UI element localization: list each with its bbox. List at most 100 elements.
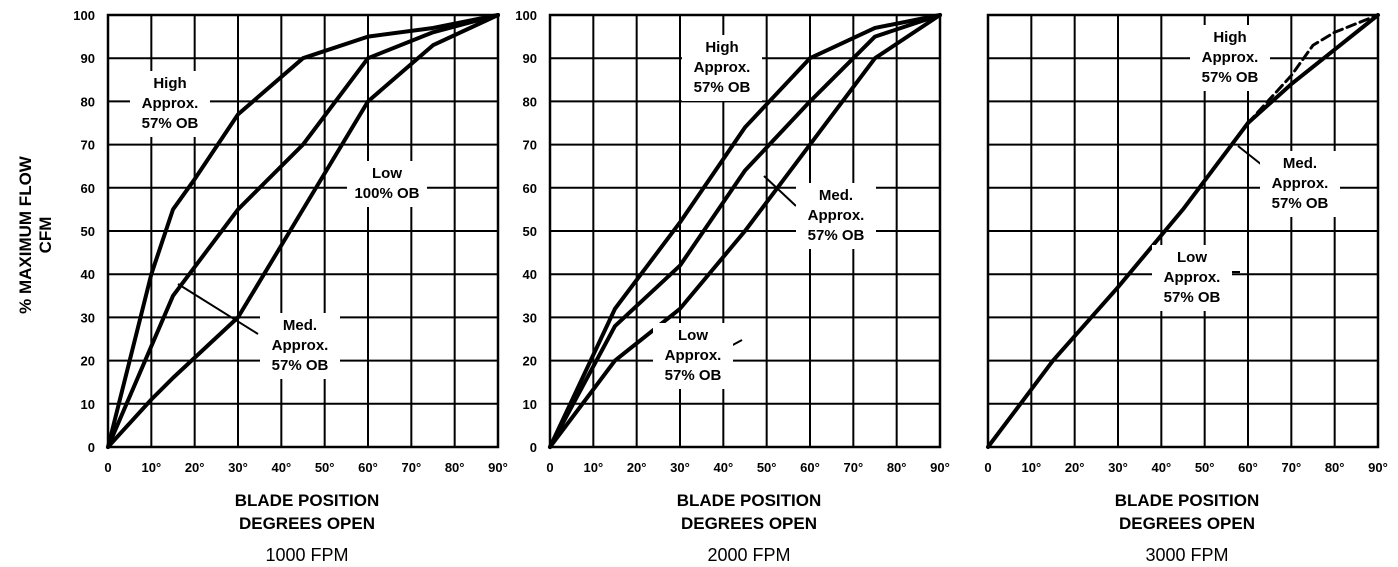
series-line [106,13,500,449]
x-tick-label: 70° [843,460,863,475]
annotation-leader [1237,145,1263,166]
x-tick-label: 10° [583,460,603,475]
plot-frame [548,13,942,449]
series-line [106,13,500,449]
chart-panel-1: 0 10 20 30 40 50 60 70 80 90 100 0 10° 20° 30° 40° 50° 60… [73,8,508,565]
annotation-background [1152,245,1232,311]
series-label: 57% OB [694,79,751,96]
y-tick-label: 50 [81,224,95,239]
series-line [548,13,942,449]
x-tick-label: 90° [1368,460,1388,475]
series-label: High [705,39,738,56]
y-tick-label: 40 [523,267,537,282]
series-label: High [1213,29,1246,46]
series-line [1246,13,1380,125]
x-tick-label: 40° [713,460,733,475]
series-label: 57% OB [665,367,722,384]
x-axis-title: BLADE POSITION [1115,491,1260,510]
series-label: Med. [819,187,853,204]
plot-frame [106,13,500,449]
y-tick-label: 60 [523,181,537,196]
y-tick-label: 80 [523,94,537,109]
annotation-background [347,161,427,207]
y-tick-label: 100 [515,8,537,23]
series-label: Low [678,327,708,344]
x-tick-label: 30° [670,460,690,475]
y-tick-label: 50 [523,224,537,239]
y-tick-label: 70 [81,138,95,153]
y-tick-label: 80 [81,94,95,109]
series-label: 57% OB [1202,69,1259,86]
y-tick-label: 0 [530,440,537,455]
chart-caption: 1000 FPM [265,545,348,565]
annotation-background [260,313,340,379]
x-tick-label: 80° [1325,460,1345,475]
y-tick-label: 90 [81,51,95,66]
x-tick-label: 90° [488,460,508,475]
y-tick-label: 0 [88,440,95,455]
annotation-background [682,35,762,101]
x-tick-label: 0 [104,460,111,475]
annotation-background [130,71,210,137]
chart-panel-3: 0 10° 20° 30° 40° 50° 60° 70° 80° 90° BLADE POSITI… [984,13,1388,565]
x-tick-label: 10° [141,460,161,475]
x-axis-title: DEGREES OPEN [239,514,375,533]
y-tick-label: 10 [81,397,95,412]
x-tick-label: 20° [627,460,647,475]
y-tick-label: 70 [523,138,537,153]
series-label: Med. [1283,155,1317,172]
y-tick-label: 20 [81,354,95,369]
series-label: Approx. [1202,49,1259,66]
series-label: 57% OB [1164,289,1221,306]
x-axis-title: DEGREES OPEN [1119,514,1255,533]
x-tick-label: 60° [358,460,378,475]
y-tick-label: 60 [81,181,95,196]
series-label: Approx. [1272,175,1329,192]
x-tick-label: 70° [1281,460,1301,475]
series-line [1246,13,1380,125]
annotation-background [796,183,876,249]
y-tick-label: 30 [81,310,95,325]
x-tick-label: 30° [1108,460,1128,475]
chart-panel-2: 0 10 20 30 40 50 60 70 80 90 100 0 10° 20° 30° 40° 50° 60… [515,8,950,565]
series-label: Approx. [272,337,329,354]
x-tick-label: 80° [887,460,907,475]
annotation-background [1260,151,1340,217]
x-tick-label: 20° [1065,460,1085,475]
x-tick-label: 40° [1151,460,1171,475]
y-tick-label: 90 [523,51,537,66]
x-tick-label: 50° [1195,460,1215,475]
x-tick-label: 0 [984,460,991,475]
x-tick-label: 30° [228,460,248,475]
x-axis-title: DEGREES OPEN [681,514,817,533]
y-tick-label: 10 [523,397,537,412]
y-tick-label: 20 [523,354,537,369]
x-tick-label: 0 [546,460,553,475]
chart-caption: 2000 FPM [707,545,790,565]
series-label: Low [372,165,402,182]
series-label: Approx. [694,59,751,76]
x-tick-label: 90° [930,460,950,475]
series-label: Approx. [808,207,865,224]
series-line [106,13,500,449]
annotation-background [653,323,733,389]
series-line [548,13,942,449]
x-axis-title: BLADE POSITION [235,491,380,510]
x-tick-label: 50° [315,460,335,475]
y-tick-label: 100 [73,8,95,23]
x-tick-label: 50° [757,460,777,475]
chart-caption: 3000 FPM [1145,545,1228,565]
annotation-leader [177,283,259,335]
x-tick-label: 60° [800,460,820,475]
series-label: 57% OB [142,115,199,132]
series-label: 57% OB [272,357,329,374]
series-label: 57% OB [1272,195,1329,212]
series-label: Approx. [665,347,722,364]
series-label: Low [1177,249,1207,266]
series-line [548,13,942,449]
x-tick-label: 10° [1021,460,1041,475]
x-tick-label: 80° [445,460,465,475]
series-label: 57% OB [808,227,865,244]
x-tick-label: 60° [1238,460,1258,475]
